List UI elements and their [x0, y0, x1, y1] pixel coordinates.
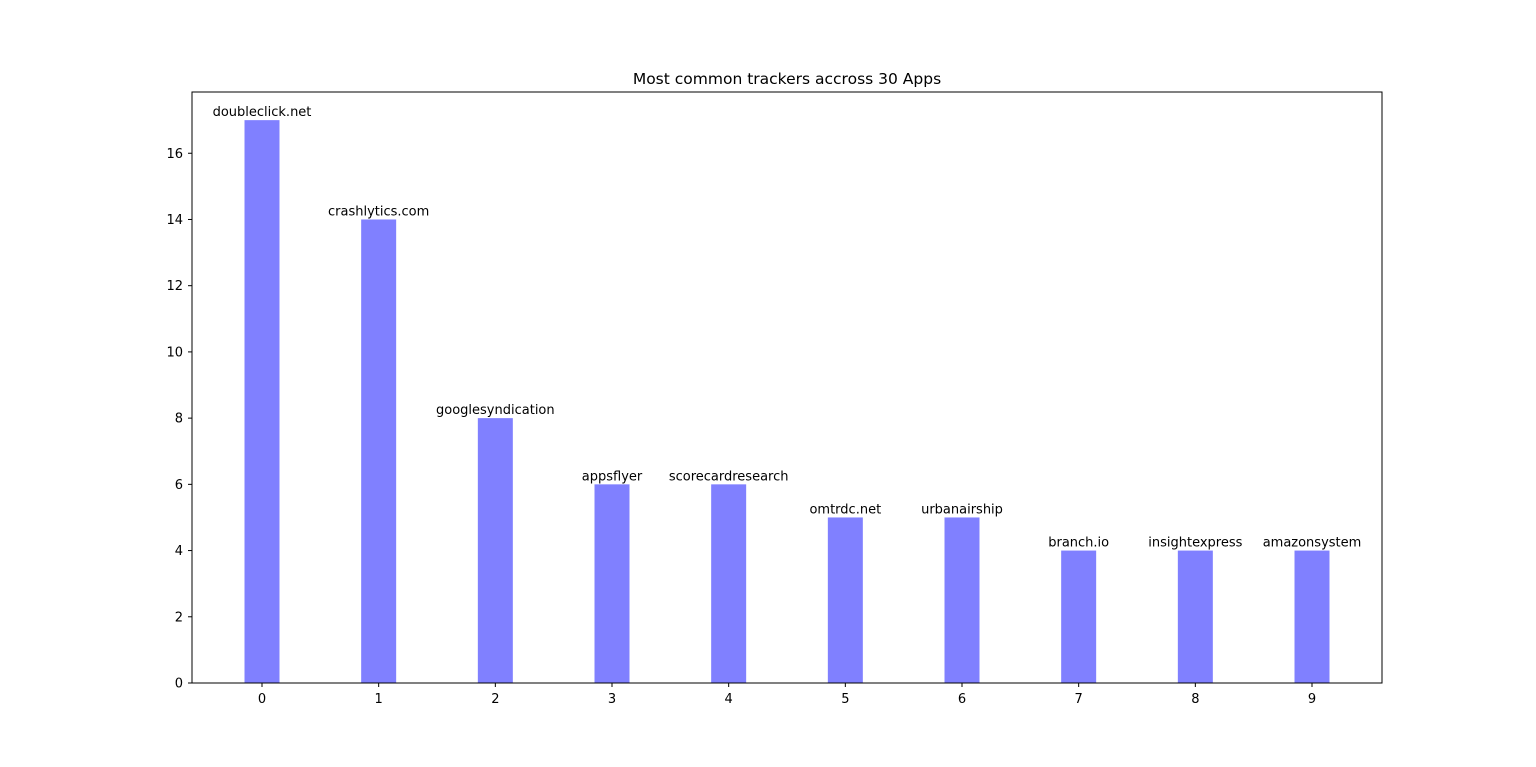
- x-tick-label-9: 9: [1308, 692, 1316, 707]
- bar-labels-layer: doubleclick.net crashlytics.com googlesynd…: [213, 105, 1362, 550]
- bar-label-9: amazonsystem: [1263, 536, 1362, 551]
- bar-0: [244, 120, 280, 683]
- bar-label-7: branch.io: [1048, 536, 1109, 551]
- bar-label-3: appsflyer: [582, 469, 643, 484]
- chart-title: Most common trackers accross 30 Apps: [633, 70, 941, 88]
- bar-label-5: omtrdc.net: [809, 502, 881, 517]
- y-tick-label-8: 16: [166, 147, 183, 162]
- x-tick-label-6: 6: [958, 692, 966, 707]
- bar-label-4: scorecardresearch: [669, 469, 789, 484]
- plot-frame: [191, 91, 1383, 684]
- y-tick-label-7: 14: [166, 213, 183, 228]
- bar-5: [827, 517, 863, 683]
- bar-4: [711, 484, 747, 683]
- bar-6: [944, 517, 980, 683]
- bar-label-2: googlesyndication: [436, 403, 555, 418]
- x-tick-label-0: 0: [258, 692, 266, 707]
- bar-label-0: doubleclick.net: [213, 105, 312, 120]
- bar-label-6: urbanairship: [921, 502, 1003, 517]
- x-axis: 0 1 2 3 4 5 6 7 8 9: [258, 683, 1316, 707]
- y-tick-label-5: 10: [166, 345, 183, 360]
- x-tick-label-3: 3: [608, 692, 616, 707]
- bar-1: [361, 219, 397, 683]
- y-tick-label-6: 12: [166, 279, 183, 294]
- bars-layer: [244, 120, 1330, 683]
- y-tick-label-0: 0: [175, 677, 183, 692]
- y-axis: 0 2 4 6 8 10 12 14 16: [166, 147, 192, 692]
- x-tick-label-2: 2: [491, 692, 499, 707]
- bar-3: [594, 484, 630, 683]
- x-tick-label-7: 7: [1075, 692, 1083, 707]
- x-tick-label-5: 5: [841, 692, 849, 707]
- bar-2: [477, 418, 513, 683]
- bar-label-8: insightexpress: [1148, 536, 1242, 551]
- x-tick-label-8: 8: [1191, 692, 1199, 707]
- bar-8: [1177, 550, 1213, 683]
- x-tick-label-4: 4: [725, 692, 733, 707]
- bar-label-1: crashlytics.com: [328, 204, 429, 219]
- bar-9: [1294, 550, 1330, 683]
- y-tick-label-3: 6: [175, 478, 183, 493]
- x-tick-label-1: 1: [375, 692, 383, 707]
- y-tick-label-2: 4: [175, 544, 183, 559]
- y-tick-label-1: 2: [175, 610, 183, 625]
- bar-7: [1061, 550, 1097, 683]
- y-tick-label-4: 8: [175, 412, 183, 427]
